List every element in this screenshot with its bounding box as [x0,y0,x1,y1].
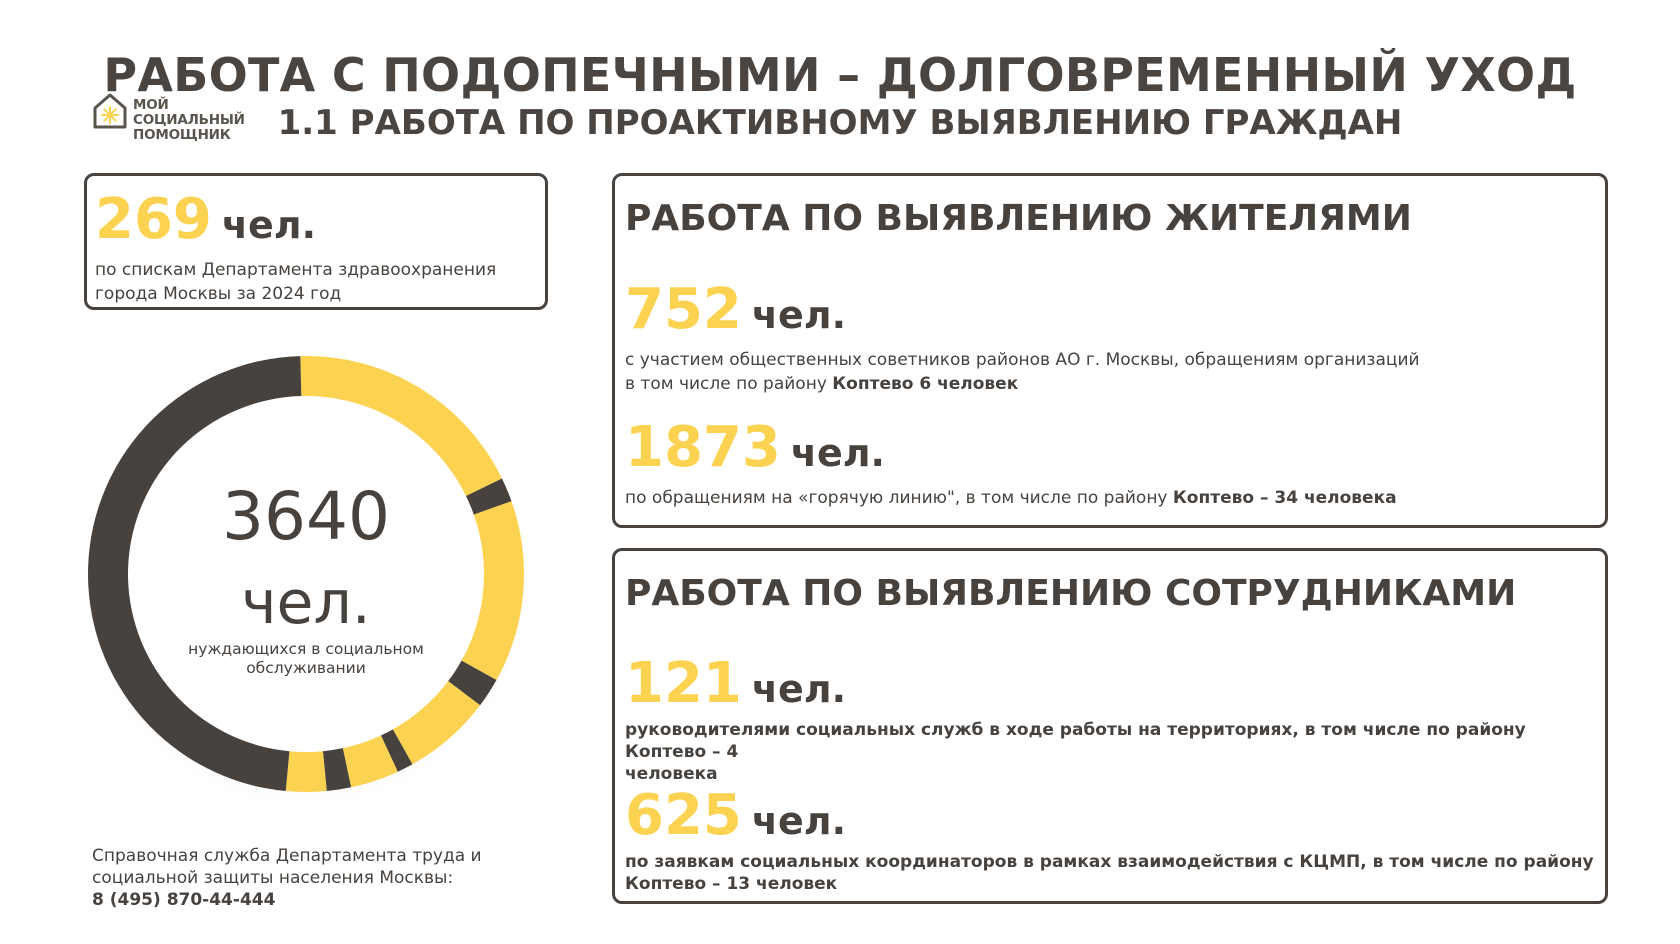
donut-inner-fill [110,378,502,770]
staff-unit-2: чел. [751,799,847,843]
footer-phone: 8 (495) 870-44-444 [92,890,276,910]
footer-line-2: социальной защиты населения Москвы: [92,868,454,888]
residents-stat-2: 1873 чел. [625,420,885,476]
logo-line-2: ПОМОЩНИК [133,127,231,143]
residents-card: РАБОТА ПО ВЫЯВЛЕНИЮ ЖИТЕЛЯМИ 752 чел. с у… [612,173,1608,528]
residents-value-1: 752 [625,277,742,342]
donut-segment-1 [300,356,502,497]
staff-value-2: 625 [625,783,742,848]
residents-value-2: 1873 [625,415,781,480]
donut-segment-3 [461,501,524,681]
page-subtitle: 1.1 РАБОТА ПО ПРОАКТИВНОМУ ВЫЯВЛЕНИЮ ГРА… [277,103,1403,143]
residents-unit-1: чел. [751,293,847,337]
donut-segment-5 [392,681,481,765]
donut-center-desc-line-2: обслуживании [246,659,366,677]
health-list-unit: чел. [221,203,317,247]
staff-card: РАБОТА ПО ВЫЯВЛЕНИЮ СОТРУДНИКАМИ 121 чел.… [612,548,1608,904]
donut-center-desc: нуждающихся в социальном обслуживании [176,640,436,678]
donut-center-value: 3640 [222,478,390,555]
footer-contact: Справочная служба Департамента труда и с… [92,845,482,911]
residents-desc-1-prefix: в том числе по району [625,374,833,394]
donut-segment-2 [466,478,512,515]
residents-unit-2: чел. [790,431,885,475]
health-list-stat: 269 чел. [95,192,316,248]
residents-desc-1: с участием общественных советников район… [625,348,1420,396]
donut-segment-7 [342,735,398,788]
donut-segment-4 [448,660,497,706]
donut-segment-9 [285,751,327,792]
staff-desc-1-line-2: человека [625,764,718,784]
staff-stat-1: 121 чел. [625,656,846,712]
health-list-desc-line-1: по спискам Департамента здравоохранения [95,260,497,280]
logo-line-1: МОЙ СОЦИАЛЬНЫЙ [133,97,245,128]
staff-desc-2: по заявкам социальных координаторов в ра… [625,851,1594,895]
donut-center-desc-line-1: нуждающихся в социальном [188,640,424,658]
health-list-card: 269 чел. по спискам Департамента здравоох… [84,173,548,310]
donut-center-unit: чел. [241,568,371,638]
logo: МОЙ СОЦИАЛЬНЫЙ ПОМОЩНИК [92,90,282,143]
residents-desc-1-line-2: в том числе по району Коптево 6 человек [625,372,1420,396]
donut-chart [88,356,524,792]
residents-desc-1-line-1: с участием общественных советников район… [625,350,1420,370]
donut-segment-10 [88,356,302,792]
sun-house-icon [93,93,127,129]
donut-segment-6 [380,729,413,772]
staff-desc-2-line-1: по заявкам социальных координаторов в ра… [625,852,1594,872]
page-title: РАБОТА С ПОДОПЕЧНЫМИ – ДОЛГОВРЕМЕННЫЙ УХ… [103,48,1577,102]
staff-desc-1-line-1: руководителями социальных служб в ходе р… [625,720,1526,762]
donut-segment-8 [322,748,352,792]
staff-desc-1: руководителями социальных служб в ходе р… [625,719,1605,785]
residents-stat-1: 752 чел. [625,282,846,338]
residents-desc-2-prefix: по обращениям на «горячую линию", в том … [625,488,1173,508]
staff-unit-1: чел. [751,667,847,711]
health-list-desc: по спискам Департамента здравоохранения … [95,258,496,306]
residents-desc-2-bold: Коптево – 34 человека [1172,488,1397,508]
residents-title: РАБОТА ПО ВЫЯВЛЕНИЮ ЖИТЕЛЯМИ [625,198,1412,239]
staff-stat-2: 625 чел. [625,788,846,844]
health-list-value: 269 [95,187,212,252]
residents-desc-2: по обращениям на «горячую линию", в том … [625,486,1397,510]
logo-text: МОЙ СОЦИАЛЬНЫЙ ПОМОЩНИК [133,98,282,143]
residents-desc-1-bold: Коптево 6 человек [832,374,1019,394]
staff-desc-2-line-2: Коптево – 13 человек [625,874,838,894]
staff-value-1: 121 [625,651,742,716]
footer-line-1: Справочная служба Департамента труда и [92,846,482,866]
staff-title: РАБОТА ПО ВЫЯВЛЕНИЮ СОТРУДНИКАМИ [625,573,1517,614]
health-list-desc-line-2: города Москвы за 2024 год [95,284,342,304]
